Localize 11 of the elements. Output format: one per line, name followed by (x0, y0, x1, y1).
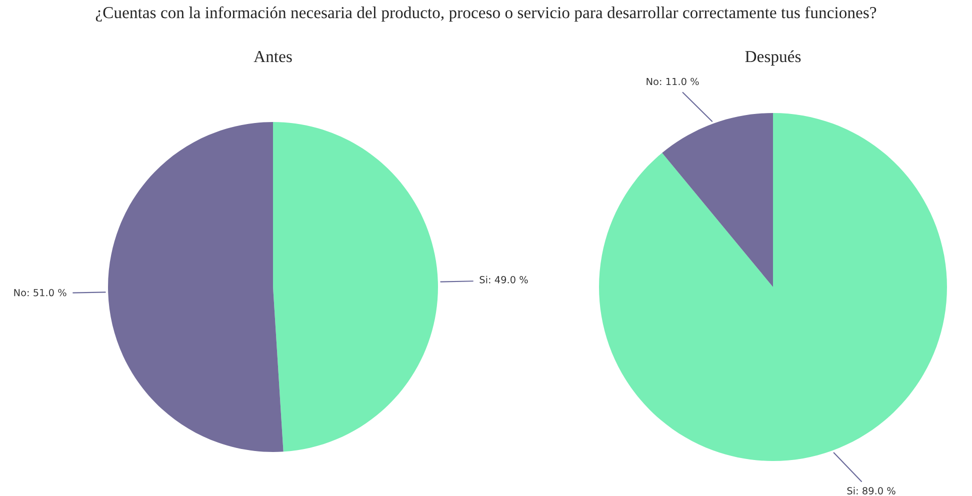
slice-label: Si: 49.0 % (480, 276, 528, 284)
pie-slice (273, 122, 438, 452)
pie-slice (662, 113, 773, 287)
text: ¿Cuentas con la información necesaria del producto, proceso o servicio para desarrollar correctamente tus funciones? (96, 6, 876, 22)
chart-title: Antes (254, 51, 292, 62)
slice-label: No: 51.0 % (14, 288, 66, 296)
pie-slice (599, 113, 947, 461)
slice-label: No: 11.0 % (646, 78, 699, 86)
pie-slice (108, 122, 284, 452)
chart-title: Después (745, 50, 801, 66)
slice-label: Si: 89.0 % (847, 486, 896, 494)
